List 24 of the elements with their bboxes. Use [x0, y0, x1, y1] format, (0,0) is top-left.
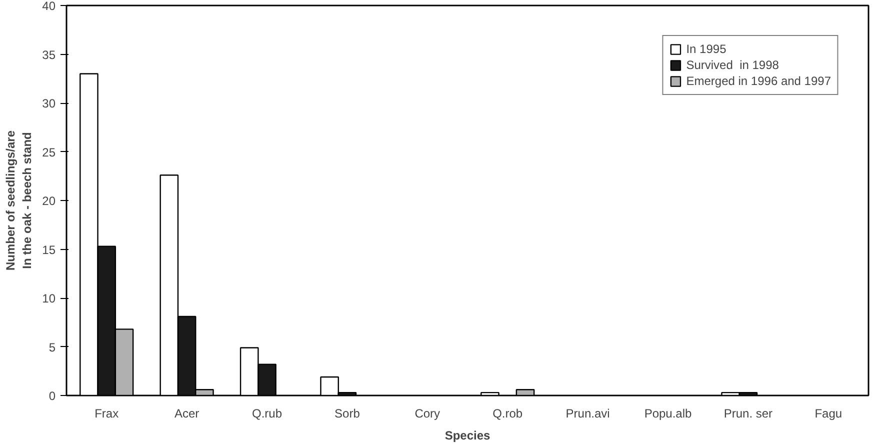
x-tick-label: Acer	[174, 406, 200, 420]
x-tick-label: Q.rub	[252, 406, 282, 420]
legend-label: Emerged in 1996 and 1997	[686, 74, 831, 88]
y-tick-label: 15	[42, 242, 56, 257]
x-tick-label: Cory	[414, 406, 440, 420]
x-tick-label: Prun.avi	[566, 406, 610, 420]
y-axis-title: Number of seedlings/are In the oak - beech stand	[3, 130, 34, 271]
y-tick-label: 25	[42, 145, 56, 160]
y-tick-label: 10	[42, 292, 56, 306]
y-tick-label: 5	[48, 340, 56, 354]
y-tick-label: 30	[42, 96, 56, 110]
x-tick-label: Popu.alb	[644, 406, 692, 420]
y-tick-label: 35	[42, 48, 56, 62]
y-tick-label: 40	[42, 0, 56, 13]
legend-label: Survived in 1998	[686, 58, 779, 72]
x-tick-label: Frax	[94, 406, 119, 420]
x-tick-label: Q.rob	[492, 406, 523, 420]
x-axis-title: Species	[444, 428, 491, 442]
x-tick-label: Prun. ser	[724, 406, 773, 420]
x-tick-label: Fagu	[814, 406, 842, 420]
legend-label: In 1995	[686, 42, 726, 56]
y-tick-label: 20	[42, 194, 56, 208]
x-tick-label: Sorb	[334, 406, 360, 420]
y-tick-label: 0	[48, 389, 56, 403]
